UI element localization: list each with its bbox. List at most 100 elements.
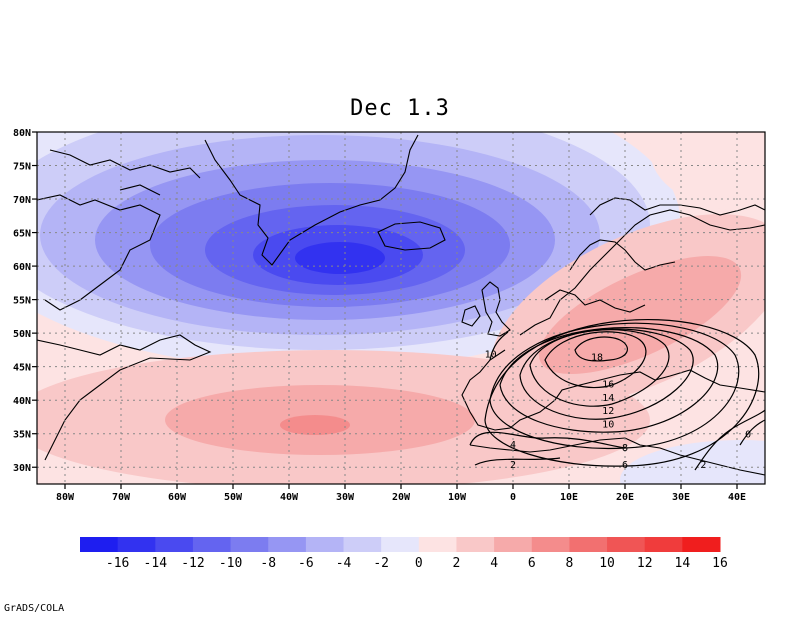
tick-label-lon-3: 50W — [224, 492, 243, 503]
tick-label-lon-0: 80W — [56, 492, 75, 503]
contour-label-9: 10 — [485, 349, 497, 360]
credit-label: GrADS/COLA — [4, 603, 65, 614]
tick-label-lon-5: 30W — [336, 492, 355, 503]
weak-negative-area-southeast — [620, 440, 765, 484]
tick-label-lat-7: 65N — [13, 229, 31, 240]
tick-label-lat-1: 35N — [13, 430, 31, 441]
colorbar: -16 -14 -12 -10 -8 -6 -4 -2 0 2 4 6 8 10 12 14 16 — [80, 537, 728, 571]
contour-label-6: 6 — [622, 460, 628, 471]
coastlines — [37, 134, 765, 476]
positive-anomaly-center-atlantic — [280, 415, 350, 435]
contour-label-10: 2 — [700, 460, 706, 471]
colorbar-swatch-4 — [230, 537, 269, 552]
contour-line-0-east — [739, 419, 765, 446]
contour-label-2: 14 — [602, 393, 614, 404]
contour-label-1: 16 — [602, 379, 614, 390]
tick-label-lat-0: 30N — [13, 463, 31, 474]
british-isles — [461, 281, 511, 337]
colorbar-swatch-13 — [569, 537, 608, 552]
tick-label-lon-7: 10W — [448, 492, 467, 503]
colorbar-label-1: -14 — [144, 556, 168, 571]
colorbar-swatch-0 — [80, 537, 119, 552]
arctic-islands — [49, 149, 201, 196]
colorbar-label-12: 8 — [565, 556, 573, 571]
contour-label-11: 0 — [745, 430, 751, 441]
contour-line-10-west — [489, 331, 509, 361]
colorbar-swatch-8 — [381, 537, 420, 552]
tick-label-lat-6: 60N — [13, 262, 31, 273]
colorbar-label-0: -16 — [106, 556, 129, 571]
colorbar-swatch-6 — [305, 537, 345, 552]
contour-lines — [469, 319, 765, 471]
contour-label-3: 12 — [602, 406, 614, 417]
scandinavia-coast — [569, 197, 765, 271]
greenland-coast — [204, 134, 419, 266]
colorbar-swatch-1 — [117, 537, 156, 552]
shaded-anomaly-field — [37, 132, 765, 484]
tick-label-lat-2: 40N — [13, 396, 31, 407]
tick-label-lat-10: 80N — [13, 128, 31, 139]
contour-line-16 — [544, 331, 647, 389]
europe-coast — [461, 209, 765, 431]
colorbar-swatch-15 — [644, 537, 683, 552]
colorbar-swatch-3 — [192, 537, 232, 552]
tick-label-lon-1: 70W — [112, 492, 131, 503]
contour-label-7: 4 — [510, 440, 516, 451]
tick-label-lon-10: 20E — [616, 492, 634, 503]
colorbar-label-4: -8 — [260, 556, 276, 571]
colorbar-swatch-16 — [682, 537, 721, 552]
contour-line-10 — [499, 327, 719, 433]
contour-line-2-east — [694, 409, 765, 471]
tick-label-lat-9: 75N — [13, 162, 31, 173]
tick-label-lon-2: 60W — [168, 492, 187, 503]
contour-label-5: 8 — [622, 443, 628, 454]
contour-line-2 — [474, 457, 561, 466]
tick-label-lat-4: 50N — [13, 329, 31, 340]
colorbar-swatch-12 — [531, 537, 570, 552]
colorbar-label-6: -4 — [336, 556, 352, 571]
negative-anomaly-center — [295, 242, 385, 274]
map-gridlines — [37, 131, 765, 484]
colorbar-label-2: -12 — [181, 556, 204, 571]
colorbar-swatch-5 — [268, 537, 307, 552]
colorbar-swatch-2 — [155, 537, 194, 552]
tick-label-lat-5: 55N — [13, 296, 31, 307]
tick-label-lat-3: 45N — [13, 363, 31, 374]
tick-label-lon-4: 40W — [280, 492, 299, 503]
colorbar-label-8: 0 — [415, 556, 423, 571]
colorbar-label-5: -6 — [298, 556, 314, 571]
tick-label-lat-8: 70N — [13, 195, 31, 206]
colorbar-label-9: 2 — [453, 556, 461, 571]
map-title: Dec 1.3 — [350, 96, 450, 121]
contour-line-12 — [519, 328, 694, 420]
colorbar-label-10: 4 — [490, 556, 498, 571]
colorbar-label-14: 12 — [637, 556, 653, 571]
iceland-coast — [377, 221, 446, 251]
positive-anomaly-center-europe — [538, 256, 742, 374]
contour-line-4 — [469, 431, 626, 449]
colorbar-swatch-9 — [418, 537, 457, 552]
contour-line-18 — [574, 336, 628, 362]
colorbar-label-3: -10 — [219, 556, 242, 571]
contour-label-8: 2 — [510, 460, 516, 471]
colorbar-label-13: 10 — [599, 556, 615, 571]
colorbar-swatch-14 — [607, 537, 646, 552]
tick-label-lon-8: 0 — [510, 492, 516, 503]
colorbar-label-11: 6 — [528, 556, 536, 571]
tick-label-lon-9: 10E — [560, 492, 578, 503]
axis-ticks: 80W 70W 60W 50W 40W 30W 20W 10W 0 10E 20E 30E 40E 30N… — [13, 128, 746, 503]
contour-label-4: 10 — [602, 420, 614, 431]
colorbar-swatch-7 — [343, 537, 382, 552]
colorbar-swatch-11 — [494, 537, 533, 552]
tick-label-lon-11: 30E — [672, 492, 690, 503]
colorbar-label-16: 16 — [712, 556, 728, 571]
colorbar-label-7: -2 — [373, 556, 389, 571]
colorbar-swatch-10 — [456, 537, 495, 552]
tick-label-lon-12: 40E — [728, 492, 746, 503]
contour-labels: 18 16 14 12 10 8 6 4 2 10 2 0 — [485, 349, 752, 471]
canada-coast — [37, 194, 212, 461]
contour-label-0: 18 — [591, 353, 603, 364]
colorbar-label-15: 14 — [675, 556, 691, 571]
tick-label-lon-6: 20W — [392, 492, 411, 503]
